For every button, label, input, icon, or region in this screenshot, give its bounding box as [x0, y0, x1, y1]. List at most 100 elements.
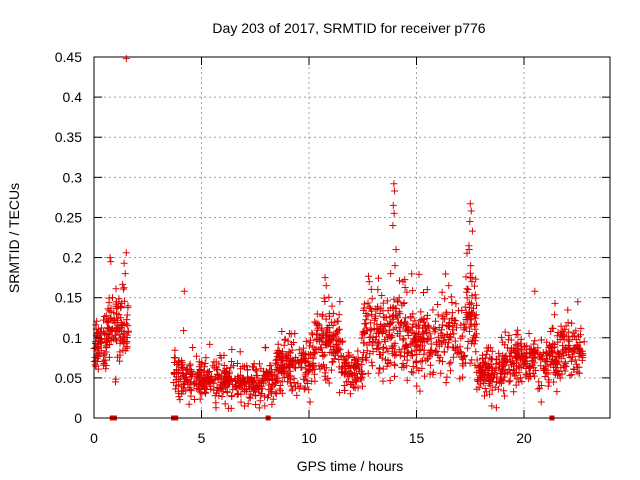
data-point	[389, 201, 397, 209]
data-point	[336, 389, 344, 397]
x-axis-label: GPS time / hours	[297, 458, 404, 474]
data-point	[525, 330, 533, 337]
data-point	[266, 362, 274, 370]
data-point	[248, 381, 256, 389]
data-point	[338, 338, 346, 346]
data-point	[366, 327, 374, 335]
data-point	[570, 365, 578, 373]
data-point	[120, 259, 128, 267]
data-point	[228, 358, 235, 365]
data-point	[342, 360, 349, 367]
data-point	[241, 402, 248, 410]
data-point	[113, 304, 121, 312]
data-point	[226, 368, 233, 376]
data-point	[171, 359, 178, 366]
data-point	[553, 359, 561, 367]
data-point	[462, 314, 470, 322]
y-tick-label: 0.45	[55, 49, 82, 65]
data-point	[568, 357, 576, 365]
data-point	[474, 376, 482, 384]
data-point	[254, 386, 262, 394]
data-point	[201, 384, 208, 392]
y-tick-label: 0.25	[55, 209, 82, 225]
data-point	[446, 323, 454, 331]
y-tick-label: 0.4	[63, 89, 83, 105]
data-point	[319, 334, 327, 342]
data-point	[462, 324, 470, 332]
data-point	[225, 404, 233, 412]
data-point	[488, 386, 496, 394]
data-point	[325, 322, 333, 329]
data-point	[480, 359, 487, 367]
data-point	[429, 306, 437, 314]
data-point	[91, 361, 99, 369]
data-point	[191, 396, 198, 403]
data-point	[431, 328, 439, 336]
data-point	[570, 332, 578, 340]
data-point	[312, 346, 320, 354]
data-point	[442, 310, 450, 318]
data-point	[276, 365, 284, 373]
data-point	[241, 363, 248, 371]
data-point	[278, 348, 286, 356]
data-point	[361, 320, 369, 328]
data-point	[274, 367, 282, 375]
data-point	[269, 395, 277, 403]
data-point	[112, 335, 120, 343]
data-point	[403, 376, 411, 384]
data-point	[186, 362, 194, 370]
data-point	[403, 288, 411, 296]
data-point	[558, 370, 566, 378]
data-point	[472, 348, 480, 356]
data-point	[526, 369, 534, 377]
data-point	[429, 370, 437, 378]
y-tick-label: 0.2	[63, 250, 83, 266]
data-point	[395, 294, 403, 302]
data-point	[415, 331, 423, 339]
data-point	[510, 359, 518, 367]
data-point	[109, 294, 116, 302]
data-point	[214, 373, 222, 381]
data-point	[466, 218, 474, 225]
data-point	[505, 366, 513, 373]
data-point	[409, 310, 417, 318]
data-point	[107, 304, 115, 312]
data-point	[331, 351, 339, 359]
data-point	[350, 363, 358, 371]
data-point	[381, 336, 389, 344]
data-point	[302, 337, 310, 345]
data-point	[122, 55, 130, 63]
data-point	[499, 338, 507, 346]
data-point	[398, 318, 406, 326]
data-point	[500, 356, 508, 364]
data-point	[237, 398, 245, 406]
data-point	[124, 302, 132, 310]
data-point	[103, 318, 111, 326]
data-point	[112, 328, 120, 335]
data-point	[203, 370, 211, 378]
data-point	[365, 278, 373, 286]
data-point	[215, 372, 223, 380]
data-point	[473, 356, 481, 364]
data-point	[351, 384, 359, 392]
data-point	[365, 334, 373, 341]
data-point	[112, 378, 119, 386]
data-point	[299, 349, 307, 357]
data-point	[210, 364, 218, 372]
data-point	[577, 324, 585, 332]
data-point	[560, 336, 568, 344]
data-point	[455, 307, 462, 315]
data-point	[580, 338, 588, 346]
data-point	[531, 354, 539, 362]
data-point	[542, 369, 550, 377]
data-point	[121, 335, 129, 343]
data-point	[300, 375, 308, 383]
data-point	[268, 366, 276, 374]
data-point	[535, 378, 543, 386]
data-point	[518, 377, 526, 385]
data-point	[280, 341, 288, 349]
data-point	[104, 325, 112, 333]
data-point	[119, 280, 127, 288]
data-point	[412, 358, 420, 366]
